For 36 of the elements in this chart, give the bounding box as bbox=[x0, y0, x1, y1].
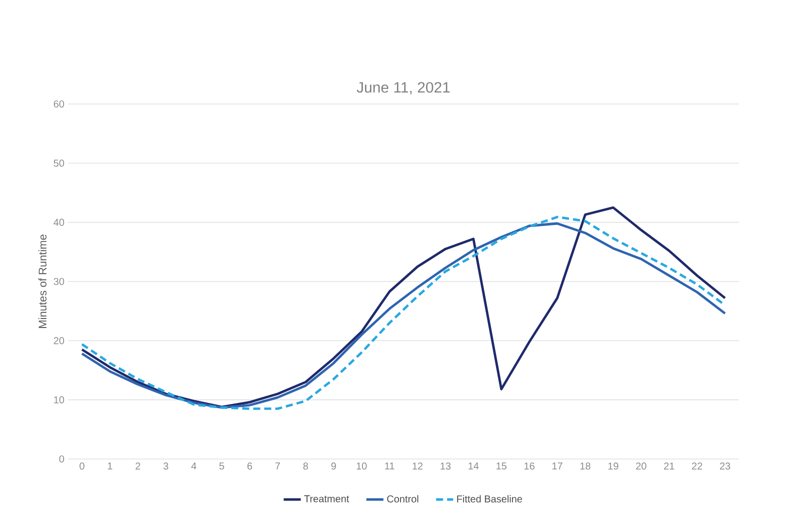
y-tick-label: 40 bbox=[54, 218, 64, 226]
x-tick-label: 2 bbox=[136, 462, 140, 470]
y-tick-label: 60 bbox=[54, 100, 64, 108]
x-tick-label: 10 bbox=[356, 462, 367, 470]
x-tick-label: 19 bbox=[608, 462, 618, 470]
x-tick-label: 12 bbox=[412, 462, 423, 470]
x-tick-label: 1 bbox=[108, 462, 112, 470]
x-tick-label: 9 bbox=[331, 462, 336, 470]
x-tick-label: 5 bbox=[219, 462, 224, 470]
x-tick-label: 16 bbox=[524, 462, 534, 470]
x-tick-label: 7 bbox=[275, 462, 280, 470]
y-axis-title: Minutes of Runtime bbox=[38, 234, 46, 328]
x-tick-label: 20 bbox=[636, 462, 646, 470]
x-tick-label: 6 bbox=[247, 462, 252, 470]
y-tick-label: 50 bbox=[54, 160, 64, 167]
y-tick-label: 30 bbox=[54, 278, 64, 286]
x-tick-label: 21 bbox=[664, 462, 674, 470]
x-tick-label: 17 bbox=[552, 462, 562, 470]
x-tick-label: 0 bbox=[80, 462, 84, 470]
x-tick-label: 3 bbox=[163, 462, 168, 470]
x-tick-label: 11 bbox=[385, 462, 394, 470]
x-tick-label: 23 bbox=[720, 462, 730, 470]
x-tick-label: 14 bbox=[468, 462, 479, 470]
y-tick-label: 20 bbox=[54, 337, 64, 344]
y-tick-label: 0 bbox=[59, 455, 64, 463]
x-tick-label: 8 bbox=[303, 462, 308, 470]
x-tick-label: 15 bbox=[496, 462, 506, 470]
legend-label: Treatment bbox=[304, 495, 350, 502]
x-tick-label: 18 bbox=[580, 462, 590, 470]
legend-label: Control bbox=[387, 495, 418, 502]
x-tick-label: 22 bbox=[692, 462, 702, 470]
chart-title: June 11, 2021 bbox=[356, 82, 450, 94]
y-tick-label: 10 bbox=[54, 396, 64, 404]
legend-label: Fitted Baseline bbox=[457, 495, 522, 502]
x-tick-label: 13 bbox=[440, 462, 451, 470]
x-tick-label: 4 bbox=[191, 462, 196, 470]
